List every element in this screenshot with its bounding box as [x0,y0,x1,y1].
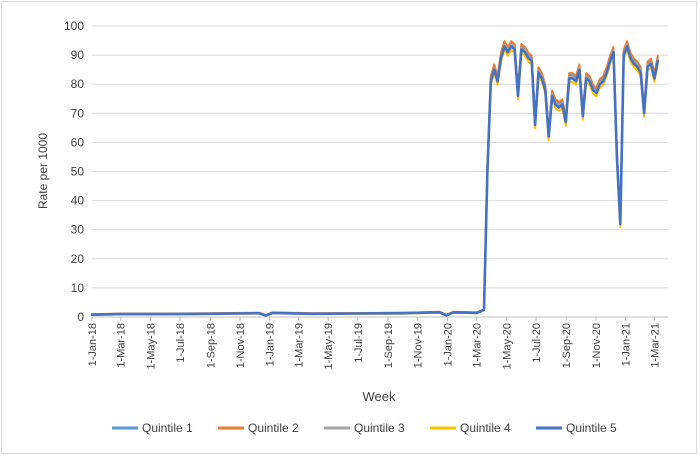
y-tick-label: 60 [71,135,85,149]
x-tick-label: 1-Jul-18 [175,323,187,363]
x-tick-label: 1-Mar-21 [649,323,661,368]
legend-label-5: Quintile 5 [566,421,617,435]
y-tick-label: 50 [71,165,85,179]
legend-label-4: Quintile 4 [460,421,511,435]
x-tick-label: 1-Jan-19 [265,323,277,366]
y-tick-label: 20 [71,252,85,266]
x-tick-label: 1-Nov-20 [591,323,603,368]
legend-label-3: Quintile 3 [354,421,405,435]
series-line-5 [90,45,660,317]
series-lines [90,40,660,317]
x-tick-label: 1-Mar-20 [472,323,484,368]
x-tick-label: 1-Nov-19 [413,323,425,368]
series-line-3 [91,43,659,317]
x-tick-label: 1-Jan-18 [87,323,99,366]
y-axis-label: Rate per 1000 [36,133,50,209]
x-tick-label: 1-Jan-21 [621,323,633,366]
legend: Quintile 1 Quintile 2 Quintile 3 Quintile 4… [112,421,617,435]
x-tick-label: 1-Nov-18 [235,323,247,368]
y-tick-label: 40 [71,194,85,208]
x-tick-label: 1-Sep-19 [383,323,395,368]
x-tick-label: 1-Mar-18 [116,323,128,368]
x-tick-label: 1-Sep-18 [205,323,217,368]
series-line-4 [91,48,659,317]
y-axis-tick-labels: 0 10 20 30 40 50 60 70 80 90 100 [64,19,84,324]
x-axis-label: Week [363,389,396,404]
x-tick-label: 1-May-18 [145,323,157,369]
y-tick-label: 0 [77,310,84,324]
gridlines [92,25,668,318]
legend-label-2: Quintile 2 [248,421,299,435]
y-tick-label: 10 [71,281,85,295]
x-tick-label: 1-Jan-20 [442,323,454,366]
y-tick-label: 30 [71,223,85,237]
y-tick-label: 80 [71,77,85,91]
y-tick-label: 100 [64,19,84,33]
y-tick-label: 90 [71,48,85,62]
x-axis-tick-labels: 1-Jan-18 1-Mar-18 1-May-18 1-Jul-18 1-Sep-18… [87,317,661,369]
x-tick-label: 1-May-20 [501,323,513,369]
x-tick-label: 1-May-19 [323,323,335,369]
x-tick-label: 1-Sep-20 [561,323,573,368]
y-tick-label: 70 [71,106,85,120]
x-tick-label: 1-Mar-19 [293,323,305,368]
x-tick-label: 1-Jul-20 [531,323,543,363]
legend-label-1: Quintile 1 [142,421,193,435]
x-tick-label: 1-Jul-19 [353,323,365,363]
